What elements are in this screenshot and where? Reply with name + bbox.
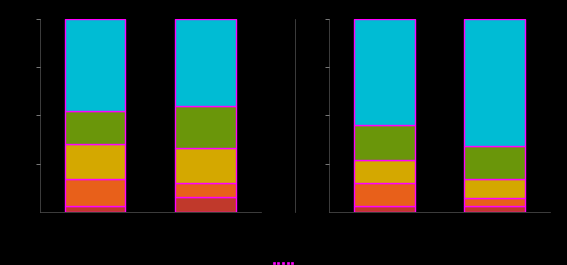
- Bar: [65, 144, 125, 179]
- Bar: [65, 206, 125, 212]
- Bar: [175, 183, 236, 197]
- Bar: [464, 179, 525, 198]
- Bar: [354, 125, 414, 160]
- Bar: [65, 179, 125, 206]
- Bar: [464, 206, 525, 212]
- Bar: [175, 105, 236, 148]
- Bar: [464, 198, 525, 206]
- Bar: [65, 19, 125, 111]
- Bar: [65, 111, 125, 144]
- Bar: [354, 160, 414, 183]
- Legend: , , , , : , , , ,: [273, 262, 294, 264]
- Bar: [464, 146, 525, 179]
- Bar: [175, 148, 236, 183]
- Bar: [175, 197, 236, 212]
- Bar: [354, 19, 414, 125]
- Bar: [354, 183, 414, 206]
- Bar: [354, 206, 414, 212]
- Bar: [464, 19, 525, 146]
- Bar: [175, 19, 236, 105]
